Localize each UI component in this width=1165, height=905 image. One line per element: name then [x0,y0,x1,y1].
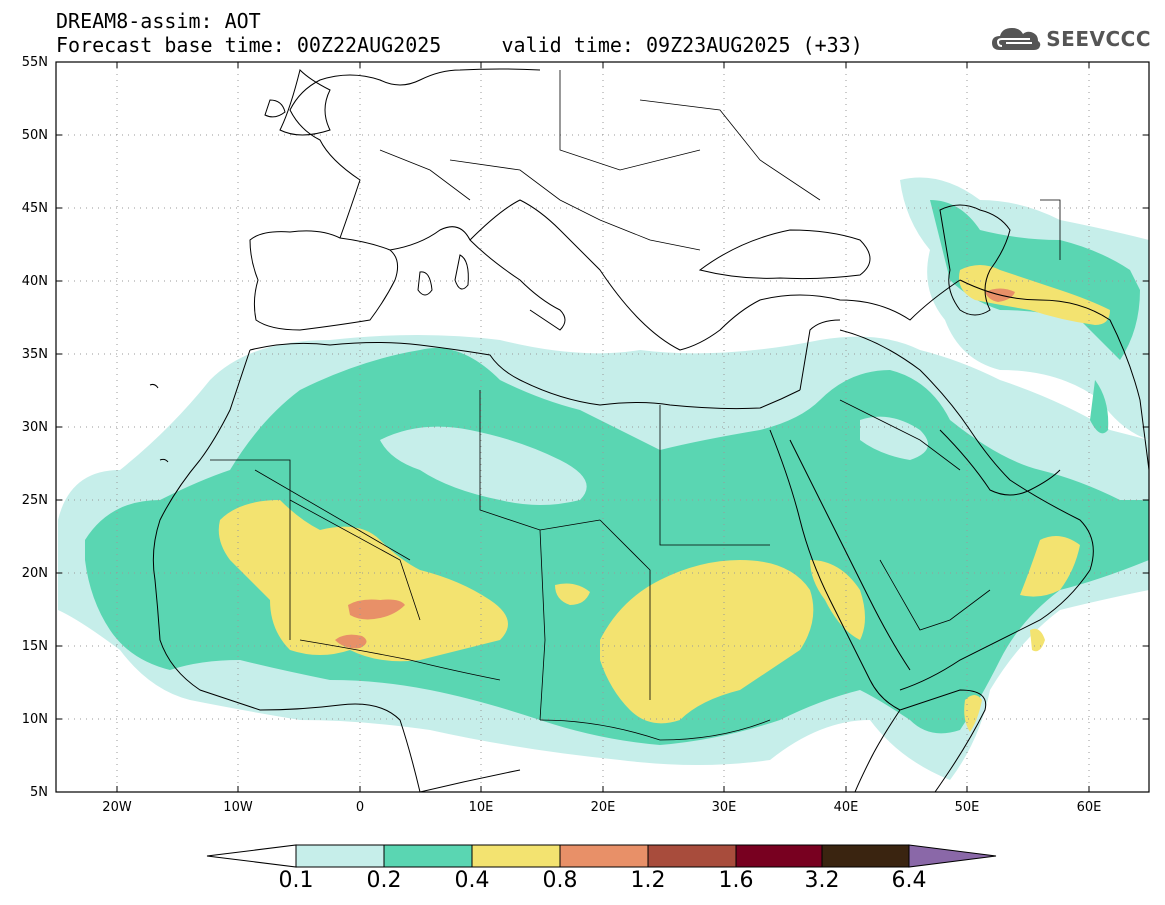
lon-label: 0 [355,800,365,815]
lon-label: 20W [102,800,132,815]
lat-label: 20N [21,566,48,581]
lat-label: 5N [30,785,48,800]
lat-label: 30N [21,420,48,435]
colorbar-segment [471,844,561,868]
lat-label: 25N [21,493,48,508]
lat-label: 50N [21,128,48,143]
colorbar-label: 0.1 [278,868,314,893]
lon-label: 50E [954,800,980,815]
lat-label: 55N [21,55,48,70]
aot-contour-fill [58,177,1149,780]
lat-label: 10N [21,712,48,727]
graticule [56,62,1149,792]
map-title: DREAM8-assim: AOT [56,9,261,33]
logo-text: SEEVCCC [1046,27,1151,51]
lat-label: 40N [21,274,48,289]
colorbar-label: 1.6 [718,868,754,893]
lat-label: 15N [21,639,48,654]
colorbar-label: 0.2 [366,868,402,893]
lon-label: 10E [468,800,494,815]
colorbar-segment-under [206,844,297,868]
colorbar-segment [735,844,823,868]
colorbar-segment-over [908,844,997,868]
colorbar-label: 3.2 [804,868,840,893]
colorbar-label: 6.4 [891,868,927,893]
cloud-icon [992,28,1041,50]
country-borders [210,70,1061,741]
colorbar-segment [821,844,910,868]
colorbar-label: 0.4 [454,868,490,893]
lat-label: 45N [21,201,48,216]
colorbar [206,844,997,868]
lon-label: 20E [590,800,616,815]
forecast-time-line: Forecast base time: 00Z22AUG2025 valid t… [56,33,863,57]
seevccc-logo: SEEVCCC [990,22,1151,56]
colorbar-segment [383,844,473,868]
coastlines [149,68,1149,792]
lat-label: 35N [21,347,48,362]
lon-label: 60E [1076,800,1102,815]
colorbar-segment [647,844,737,868]
axis-ticks [56,61,1149,793]
colorbar-segment [295,844,385,868]
lon-label: 10W [223,800,253,815]
colorbar-label: 1.2 [630,868,666,893]
colorbar-segment [559,844,649,868]
lon-label: 30E [711,800,737,815]
colorbar-label: 0.8 [542,868,578,893]
lon-label: 40E [833,800,859,815]
